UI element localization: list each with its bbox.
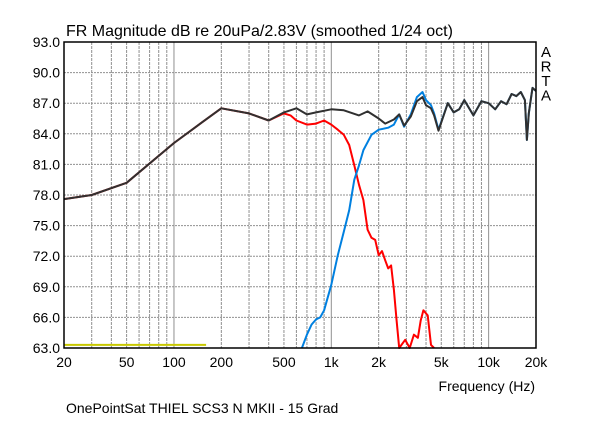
y-tick-label: 66.0: [33, 309, 60, 325]
x-tick-label: 500: [272, 354, 296, 370]
x-tick-label: 20k: [525, 354, 549, 370]
axes: 93.0 90.0 87.0 84.0 81.0 78.0 75.0 72.0 69.0 66.0…: [33, 34, 549, 370]
series-line-sum: [63, 86, 537, 201]
x-tick-label: 20: [56, 354, 72, 370]
series-group: [63, 86, 537, 349]
y-tick-label: 69.0: [33, 279, 60, 295]
plot-frame: [63, 41, 537, 349]
grid: [64, 42, 536, 348]
chart-title: FR Magnitude dB re 20uPa/2.83V (smoothed…: [66, 23, 453, 40]
logo-letter: A: [541, 44, 551, 61]
x-tick-label: 100: [162, 354, 186, 370]
x-tick-label: 2k: [371, 354, 387, 370]
y-tick-label: 81.0: [33, 156, 60, 172]
logo-letter: T: [541, 73, 550, 90]
y-tick-label: 84.0: [33, 126, 60, 142]
y-tick-label: 75.0: [33, 218, 60, 234]
logo-letter: R: [541, 59, 552, 76]
x-tick-label: 5k: [434, 354, 450, 370]
y-tick-label: 90.0: [33, 65, 60, 81]
x-tick-label: 50: [119, 354, 135, 370]
x-tick-label: 10k: [477, 354, 501, 370]
x-tick-label: 200: [210, 354, 234, 370]
footer-label: OnePointSat THIEL SCS3 N MKII - 15 Grad: [66, 400, 338, 416]
logo-letter: A: [541, 88, 551, 105]
y-tick-label: 78.0: [33, 187, 60, 203]
y-tick-label: 87.0: [33, 95, 60, 111]
x-axis-label: Frequency (Hz): [439, 378, 535, 394]
series-line-tweeter: [300, 86, 537, 349]
y-tick-label: 63.0: [33, 340, 60, 356]
y-tick-label: 93.0: [33, 34, 60, 50]
x-tick-label: 1k: [324, 354, 340, 370]
y-tick-label: 72.0: [33, 248, 60, 264]
